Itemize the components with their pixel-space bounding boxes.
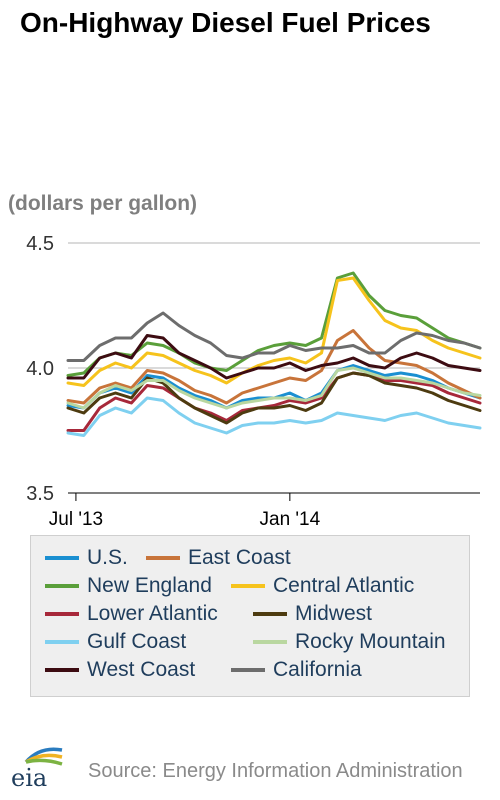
legend-swatch bbox=[45, 556, 79, 560]
legend-item-rocky-mountain: Rocky Mountain bbox=[253, 628, 446, 656]
legend-label: U.S. bbox=[87, 546, 128, 569]
legend-item-new-england: New England bbox=[45, 572, 212, 600]
x-tick-label: Jul '13 bbox=[49, 509, 103, 530]
legend-item-midwest: Midwest bbox=[253, 600, 372, 628]
source-text: Source: Energy Information Administratio… bbox=[88, 760, 463, 782]
y-tick-label: 3.5 bbox=[26, 483, 54, 505]
legend-swatch bbox=[253, 640, 287, 644]
legend-item-lower-atlantic: Lower Atlantic bbox=[45, 600, 218, 628]
eia-logo-icon: eia bbox=[11, 747, 63, 792]
legend-swatch bbox=[231, 584, 265, 588]
series-line-california bbox=[66, 311, 482, 362]
legend-label: Lower Atlantic bbox=[87, 602, 218, 625]
series-line-central-atlantic bbox=[66, 276, 482, 387]
series-line-midwest bbox=[66, 371, 482, 425]
series-line-rocky-mountain bbox=[66, 366, 482, 410]
legend-swatch bbox=[231, 668, 265, 672]
legend-label: New England bbox=[87, 574, 212, 597]
legend-swatch bbox=[45, 584, 79, 588]
legend-swatch bbox=[45, 640, 79, 644]
legend-item-east-coast: East Coast bbox=[146, 544, 291, 572]
page-title: On-Highway Diesel Fuel Prices bbox=[20, 7, 431, 38]
legend-item-california: California bbox=[231, 656, 362, 684]
legend-item-central-atlantic: Central Atlantic bbox=[231, 572, 414, 600]
svg-text:eia: eia bbox=[11, 764, 47, 792]
chart-legend: U.S. East Coast New England Central Atlanti… bbox=[30, 535, 470, 697]
legend-swatch bbox=[146, 556, 180, 560]
y-tick-label: 4.0 bbox=[26, 358, 54, 380]
legend-item-west-coast: West Coast bbox=[45, 656, 195, 684]
legend-label: Rocky Mountain bbox=[295, 630, 446, 653]
line-chart: 3.5 4.0 4.5 Jul '13 Jan '14 bbox=[26, 233, 482, 530]
legend-item-gulf-coast: Gulf Coast bbox=[45, 628, 186, 656]
legend-label: West Coast bbox=[87, 658, 196, 681]
series-line-west-coast bbox=[66, 334, 482, 380]
legend-swatch bbox=[45, 612, 79, 616]
series-line-lower-atlantic bbox=[66, 371, 482, 432]
legend-swatch bbox=[253, 612, 287, 616]
legend-label: East Coast bbox=[188, 546, 291, 569]
legend-label: Gulf Coast bbox=[87, 630, 187, 653]
y-tick-label: 4.5 bbox=[26, 233, 54, 255]
x-tick-label: Jan '14 bbox=[260, 509, 321, 530]
series-line-east-coast bbox=[66, 329, 482, 405]
legend-item-u-s-: U.S. bbox=[45, 544, 128, 572]
legend-label: Central Atlantic bbox=[273, 574, 415, 597]
legend-swatch bbox=[45, 668, 79, 672]
legend-label: California bbox=[273, 658, 362, 681]
legend-label: Midwest bbox=[295, 602, 373, 625]
series-line-gulf-coast bbox=[66, 396, 482, 437]
y-axis-label: (dollars per gallon) bbox=[8, 192, 198, 215]
